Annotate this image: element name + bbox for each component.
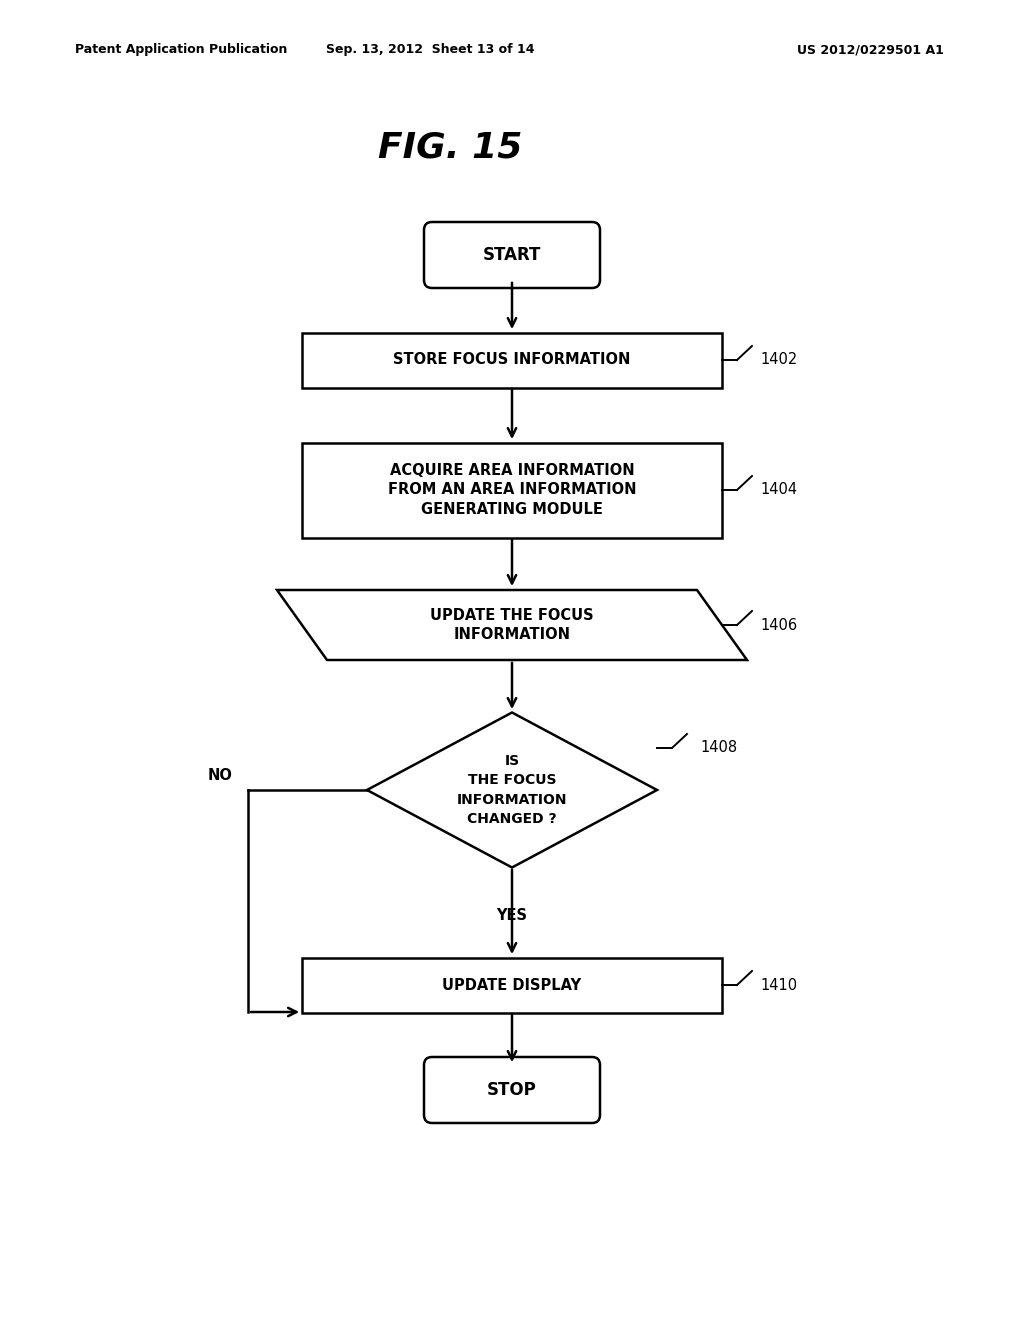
Text: FIG. 15: FIG. 15 [378, 131, 522, 165]
Text: STOP: STOP [487, 1081, 537, 1100]
Text: US 2012/0229501 A1: US 2012/0229501 A1 [797, 44, 943, 57]
Bar [302, 442, 722, 537]
FancyBboxPatch shape [424, 1057, 600, 1123]
FancyBboxPatch shape [424, 222, 600, 288]
Bar [302, 957, 722, 1012]
Text: 1402: 1402 [760, 352, 798, 367]
Text: YES: YES [497, 908, 527, 923]
Text: START: START [482, 246, 542, 264]
Text: ACQUIRE AREA INFORMATION
FROM AN AREA INFORMATION
GENERATING MODULE: ACQUIRE AREA INFORMATION FROM AN AREA IN… [388, 463, 636, 517]
Text: 1408: 1408 [700, 741, 737, 755]
Text: NO: NO [208, 767, 232, 783]
Text: STORE FOCUS INFORMATION: STORE FOCUS INFORMATION [393, 352, 631, 367]
Polygon shape [278, 590, 746, 660]
Text: 1406: 1406 [760, 618, 797, 632]
Text: IS
THE FOCUS
INFORMATION
CHANGED ?: IS THE FOCUS INFORMATION CHANGED ? [457, 754, 567, 826]
Text: UPDATE DISPLAY: UPDATE DISPLAY [442, 978, 582, 993]
Text: 1410: 1410 [760, 978, 797, 993]
Text: UPDATE THE FOCUS
INFORMATION: UPDATE THE FOCUS INFORMATION [430, 607, 594, 643]
Bar [302, 333, 722, 388]
Polygon shape [367, 713, 657, 867]
Text: 1404: 1404 [760, 483, 797, 498]
Text: Patent Application Publication: Patent Application Publication [75, 44, 288, 57]
Text: Sep. 13, 2012  Sheet 13 of 14: Sep. 13, 2012 Sheet 13 of 14 [326, 44, 535, 57]
